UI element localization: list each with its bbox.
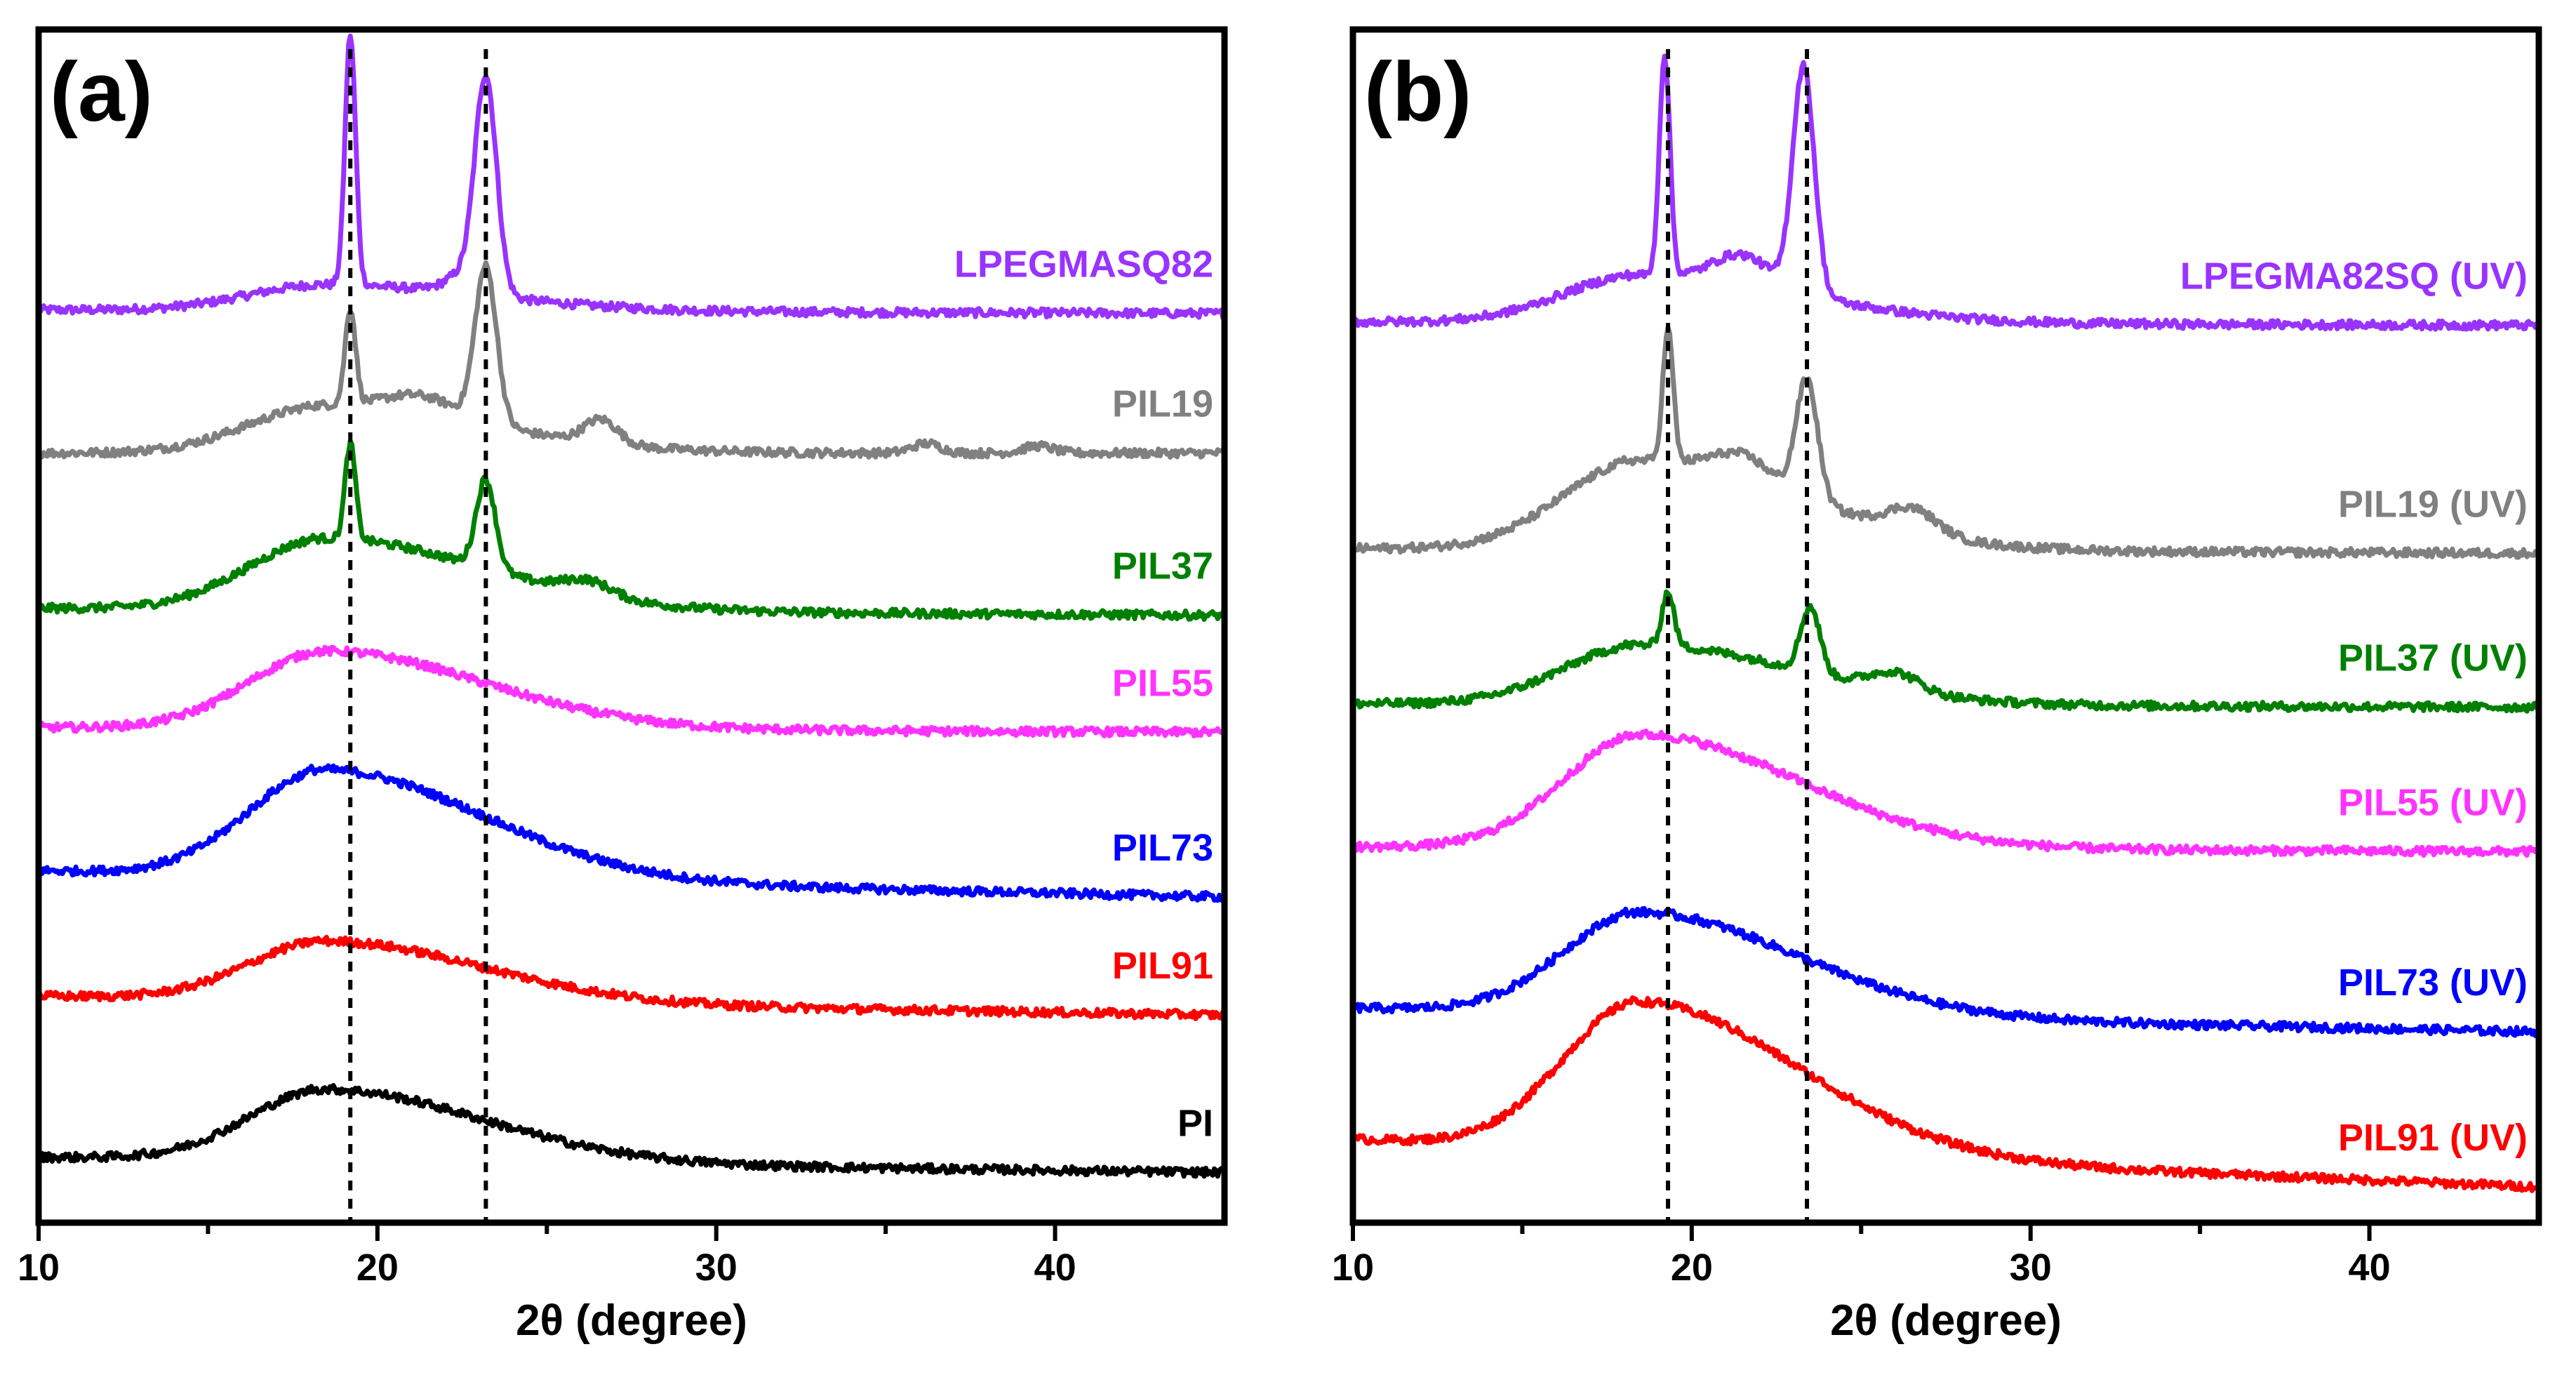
series-label-pil91: PIL91	[1112, 945, 1213, 987]
trace-pil73-uv	[1350, 905, 2542, 1039]
trace-pil55	[36, 644, 1226, 738]
panel-b-x-axis-title: 2θ (degree)	[1830, 1296, 2062, 1345]
x-tick-label: 10	[18, 1247, 60, 1289]
panel-b-frame	[1349, 26, 2542, 1226]
series-label-pil73-uv: PIL73 (UV)	[2338, 962, 2528, 1004]
trace-pil73	[36, 763, 1227, 903]
series-label-pil37-uv: PIL37 (UV)	[2338, 637, 2528, 679]
x-tick-label: 10	[1332, 1247, 1374, 1289]
x-tick-label: 40	[2349, 1247, 2391, 1289]
panel-a-letter: (a)	[50, 45, 153, 139]
series-label-pil19: PIL19	[1112, 383, 1213, 425]
series-label-pil91-uv: PIL91 (UV)	[2338, 1117, 2528, 1159]
trace-lpegmasq82	[36, 33, 1226, 320]
series-label-pil19-uv: PIL19 (UV)	[2338, 483, 2528, 525]
panel-b-x-ticks: 10 20 30 40	[1332, 1223, 2391, 1289]
trace-pil91	[36, 934, 1227, 1021]
trace-pil37	[37, 439, 1227, 622]
panel-b-series-labels: LPEGMA82SQ (UV) PIL19 (UV) PIL37 (UV) PIL55…	[2180, 255, 2528, 1159]
trace-pil91-uv	[1350, 995, 2540, 1193]
series-label-pil37: PIL37	[1112, 545, 1213, 587]
panel-a-reference-lines	[348, 49, 488, 1223]
series-label-lpegmasq82: LPEGMASQ82	[954, 244, 1213, 286]
panel-a-series-labels: LPEGMASQ82 PIL19 PIL37 PIL55 PIL73 PIL91 PI	[954, 244, 1213, 1145]
panel-a-traces	[36, 33, 1227, 1179]
panel-b-reference-lines	[1666, 49, 1810, 1223]
trace-lpegma82sq-uv	[1351, 53, 2540, 332]
panel-a: 10 20 30 40 LPEGMASQ82 PIL19 PIL37 PIL55 PIL73 P…	[18, 26, 1228, 1345]
panel-b-letter: (b)	[1364, 45, 1471, 139]
x-tick-label: 30	[695, 1247, 738, 1289]
series-label-pi: PI	[1177, 1103, 1213, 1145]
panel-b: 10 20 30 40 LPEGMA82SQ (UV) PIL19 (UV) PIL37 …	[1332, 26, 2542, 1345]
trace-pil19	[37, 260, 1227, 460]
panel-a-x-ticks: 10 20 30 40	[18, 1223, 1076, 1289]
panel-b-traces	[1350, 53, 2542, 1193]
x-tick-label: 30	[2010, 1247, 2052, 1289]
trace-pil37-uv	[1350, 589, 2541, 714]
x-tick-label: 20	[356, 1247, 399, 1289]
panel-a-frame	[35, 26, 1228, 1226]
panel-a-x-axis-title: 2θ (degree)	[516, 1296, 747, 1345]
trace-pil19-uv	[1350, 324, 2540, 560]
trace-pi	[36, 1083, 1227, 1179]
series-label-lpegma82sq-uv: LPEGMA82SQ (UV)	[2180, 255, 2528, 298]
trace-pil55-uv	[1351, 728, 2542, 858]
series-label-pil73: PIL73	[1112, 827, 1213, 869]
series-label-pil55: PIL55	[1112, 662, 1213, 704]
x-tick-label: 20	[1671, 1247, 1713, 1289]
series-label-pil55-uv: PIL55 (UV)	[2338, 781, 2528, 823]
x-tick-label: 40	[1034, 1247, 1076, 1289]
